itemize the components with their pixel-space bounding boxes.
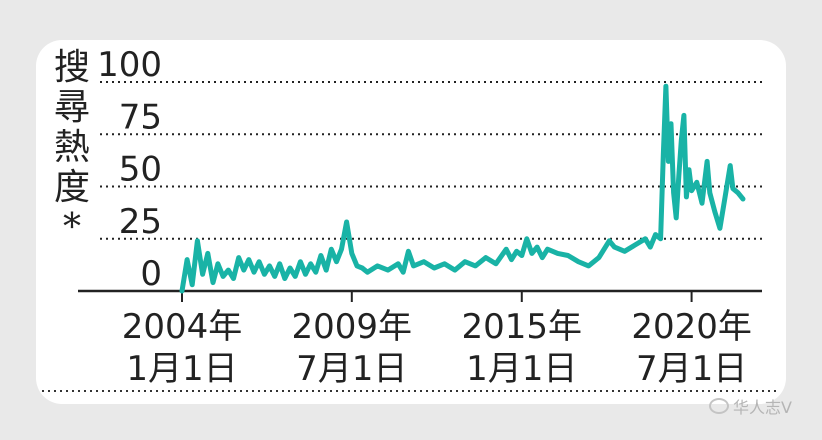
x-tick-label: 2015年 xyxy=(462,307,583,347)
y-axis-label-char: * xyxy=(63,207,81,248)
watermark-text: 华人志V xyxy=(733,398,792,417)
x-tick-label: 2009年 xyxy=(292,307,413,347)
x-tick-label: 1月1日 xyxy=(126,349,237,389)
watermark: 华人志V xyxy=(709,394,792,418)
y-axis-label-char: 搜 xyxy=(53,47,90,88)
y-axis-label-char: 度 xyxy=(53,167,90,208)
y-tick-label: 100 xyxy=(97,45,162,85)
y-axis-label-char: 尋 xyxy=(53,87,90,128)
x-tick-label: 1月1日 xyxy=(466,349,577,389)
x-tick-label: 2020年 xyxy=(631,307,752,347)
y-axis-label-char: 熱 xyxy=(53,127,90,168)
y-tick-label: 75 xyxy=(119,97,162,137)
y-tick-label: 25 xyxy=(119,202,162,242)
y-tick-label: 50 xyxy=(119,150,162,190)
search-interest-line xyxy=(179,83,746,294)
x-tick-label: 2004年 xyxy=(122,307,243,347)
x-tick-label: 7月1日 xyxy=(296,349,407,389)
x-tick-label: 7月1日 xyxy=(636,349,747,389)
y-tick-label: 0 xyxy=(140,254,162,294)
wechat-icon xyxy=(709,398,730,414)
y-axis-label: 搜 尋 熱 度 * xyxy=(50,48,94,248)
